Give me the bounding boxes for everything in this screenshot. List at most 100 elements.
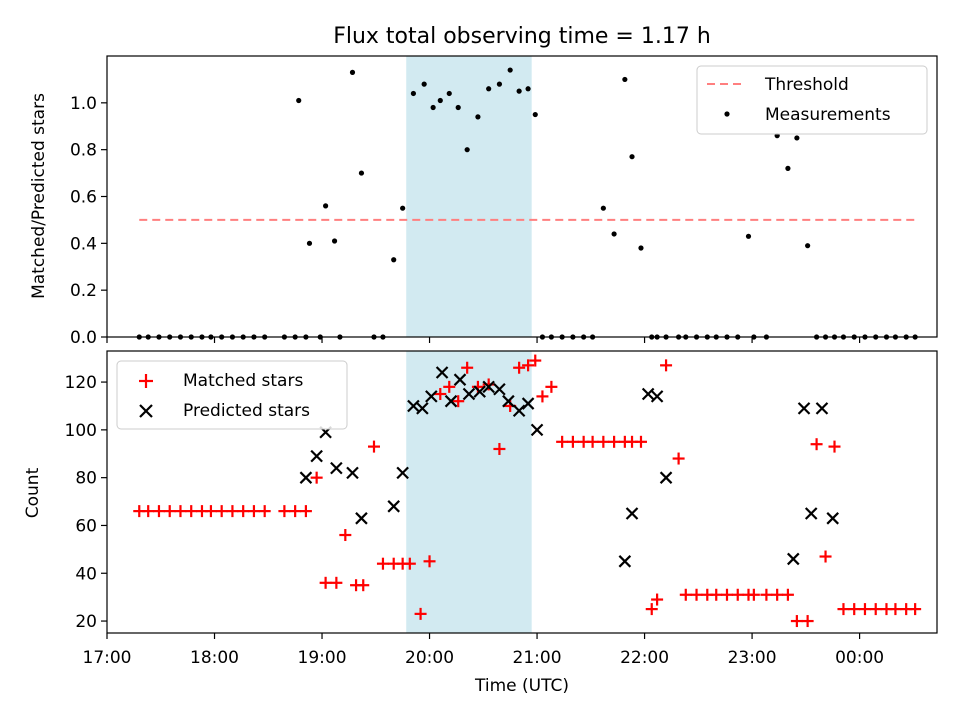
matched-star-marker <box>513 361 526 374</box>
predicted-star-marker <box>521 397 535 410</box>
matched-star-marker <box>760 588 773 601</box>
matched-star-marker <box>731 588 744 601</box>
matched-star-marker <box>289 505 302 518</box>
matched-star-marker <box>493 442 506 455</box>
matched-star-marker <box>634 435 647 448</box>
measurement-point <box>410 90 417 97</box>
count-panel: 20 40 60 80 100 120 17:00 18:00 19:00 20:00 21:00 2… <box>23 350 938 696</box>
x-tick-label: 22:00 <box>620 648 669 668</box>
measurement-point <box>331 238 338 244</box>
predicted-star-marker <box>407 399 420 413</box>
measurement-point <box>358 170 365 176</box>
matched-star-marker <box>339 529 352 542</box>
matched-star-marker <box>858 603 871 616</box>
predicted-star-marker <box>650 390 664 403</box>
predicted-star-marker <box>310 449 323 463</box>
matched-star-marker <box>434 388 447 401</box>
measurement-point <box>437 97 443 104</box>
predicted-star-marker <box>473 385 486 398</box>
matched-star-marker <box>781 588 794 601</box>
x-tick-label: 18:00 <box>190 648 239 668</box>
matched-star-marker <box>679 588 692 601</box>
matched-star-marker <box>319 576 332 589</box>
matched-star-marker <box>299 505 312 518</box>
matched-legend-swatch <box>139 374 153 388</box>
matched-star-marker <box>310 471 323 484</box>
x-tick-label: 00:00 <box>835 648 884 668</box>
matched-star-marker <box>357 579 370 592</box>
matched-star-marker <box>367 440 380 453</box>
measurement-point <box>475 114 481 120</box>
predicted-star-marker <box>659 471 673 484</box>
matched-star-marker <box>848 603 861 616</box>
matched-star-marker <box>330 576 343 589</box>
matched-star-marker <box>672 452 685 465</box>
matched-star-marker <box>258 505 271 518</box>
matched-star-points <box>133 354 922 628</box>
measurement-point <box>785 165 791 171</box>
matched-star-marker <box>423 555 436 568</box>
measurement-point <box>794 135 800 141</box>
matched-star-marker <box>247 505 260 518</box>
matched-legend-label: Matched stars <box>183 371 303 391</box>
matched-star-marker <box>545 380 558 393</box>
threshold-legend-label: Threshold <box>764 75 849 95</box>
predicted-star-marker <box>330 461 343 475</box>
matched-star-marker <box>651 593 664 606</box>
count-y-tick-label: 120 <box>65 373 97 393</box>
count-y-label: Count <box>23 467 43 518</box>
ratio-axis-ticks: 0.0 0.2 0.4 0.6 0.8 1.0 <box>70 94 861 348</box>
measurement-point <box>611 231 617 237</box>
matched-star-marker <box>710 588 723 601</box>
measurement-point <box>323 203 329 209</box>
predicted-star-marker <box>462 387 476 401</box>
count-plot-frame <box>106 350 938 634</box>
matched-star-marker <box>747 588 760 601</box>
predicted-star-marker <box>346 466 359 480</box>
matched-star-marker <box>278 505 291 518</box>
measurement-point <box>622 76 628 83</box>
x-tick-label: 19:00 <box>298 648 347 668</box>
matched-star-marker <box>215 505 228 518</box>
ratio-y-tick-label: 1.0 <box>70 94 97 114</box>
predicted-star-marker <box>416 402 429 415</box>
measurement-point <box>446 90 452 97</box>
ratio-y-tick-label: 0.2 <box>70 281 97 301</box>
matched-star-marker <box>152 505 165 518</box>
measurement-point <box>507 67 513 73</box>
measurement-point <box>629 154 635 160</box>
predicted-star-marker <box>826 512 839 525</box>
predicted-star-marker <box>387 500 400 513</box>
predicted-star-marker <box>444 394 458 408</box>
predicted-star-marker <box>797 402 811 415</box>
matched-star-marker <box>237 505 250 518</box>
count-legend-box <box>116 360 348 430</box>
measurement-point <box>805 243 811 249</box>
measurement-point <box>400 205 406 211</box>
measurement-point <box>455 104 461 111</box>
x-axis-label: Time (UTC) <box>474 676 569 696</box>
matched-star-marker <box>226 505 239 518</box>
predicted-star-marker <box>512 404 526 418</box>
matched-star-marker <box>720 588 733 601</box>
matched-star-marker <box>909 603 922 616</box>
ratio-y-label: Matched/Predicted stars <box>29 93 49 299</box>
predicted-star-marker <box>355 512 368 525</box>
matched-star-marker <box>810 438 823 451</box>
predicted-star-marker <box>299 471 313 484</box>
count-y-tick-label: 40 <box>75 564 97 584</box>
predicted-star-points <box>299 366 839 568</box>
matched-star-marker <box>597 435 610 448</box>
x-tick-label: 23:00 <box>728 648 777 668</box>
predicted-star-marker <box>396 466 409 480</box>
predicted-star-marker <box>425 390 438 403</box>
matched-star-marker <box>690 588 703 601</box>
ratio-panel: 0.0 0.2 0.4 0.6 0.8 1.0 Matched/Predicted sta… <box>29 55 938 348</box>
matched-star-marker <box>819 550 832 563</box>
chart-title: Flux total observing time = 1.17 h <box>333 24 711 49</box>
matched-star-marker <box>522 359 535 372</box>
count-y-tick-label: 100 <box>65 421 97 441</box>
matched-star-marker <box>142 505 155 518</box>
predicted-star-marker <box>787 552 800 566</box>
measurements-legend-label: Measurements <box>765 105 891 125</box>
